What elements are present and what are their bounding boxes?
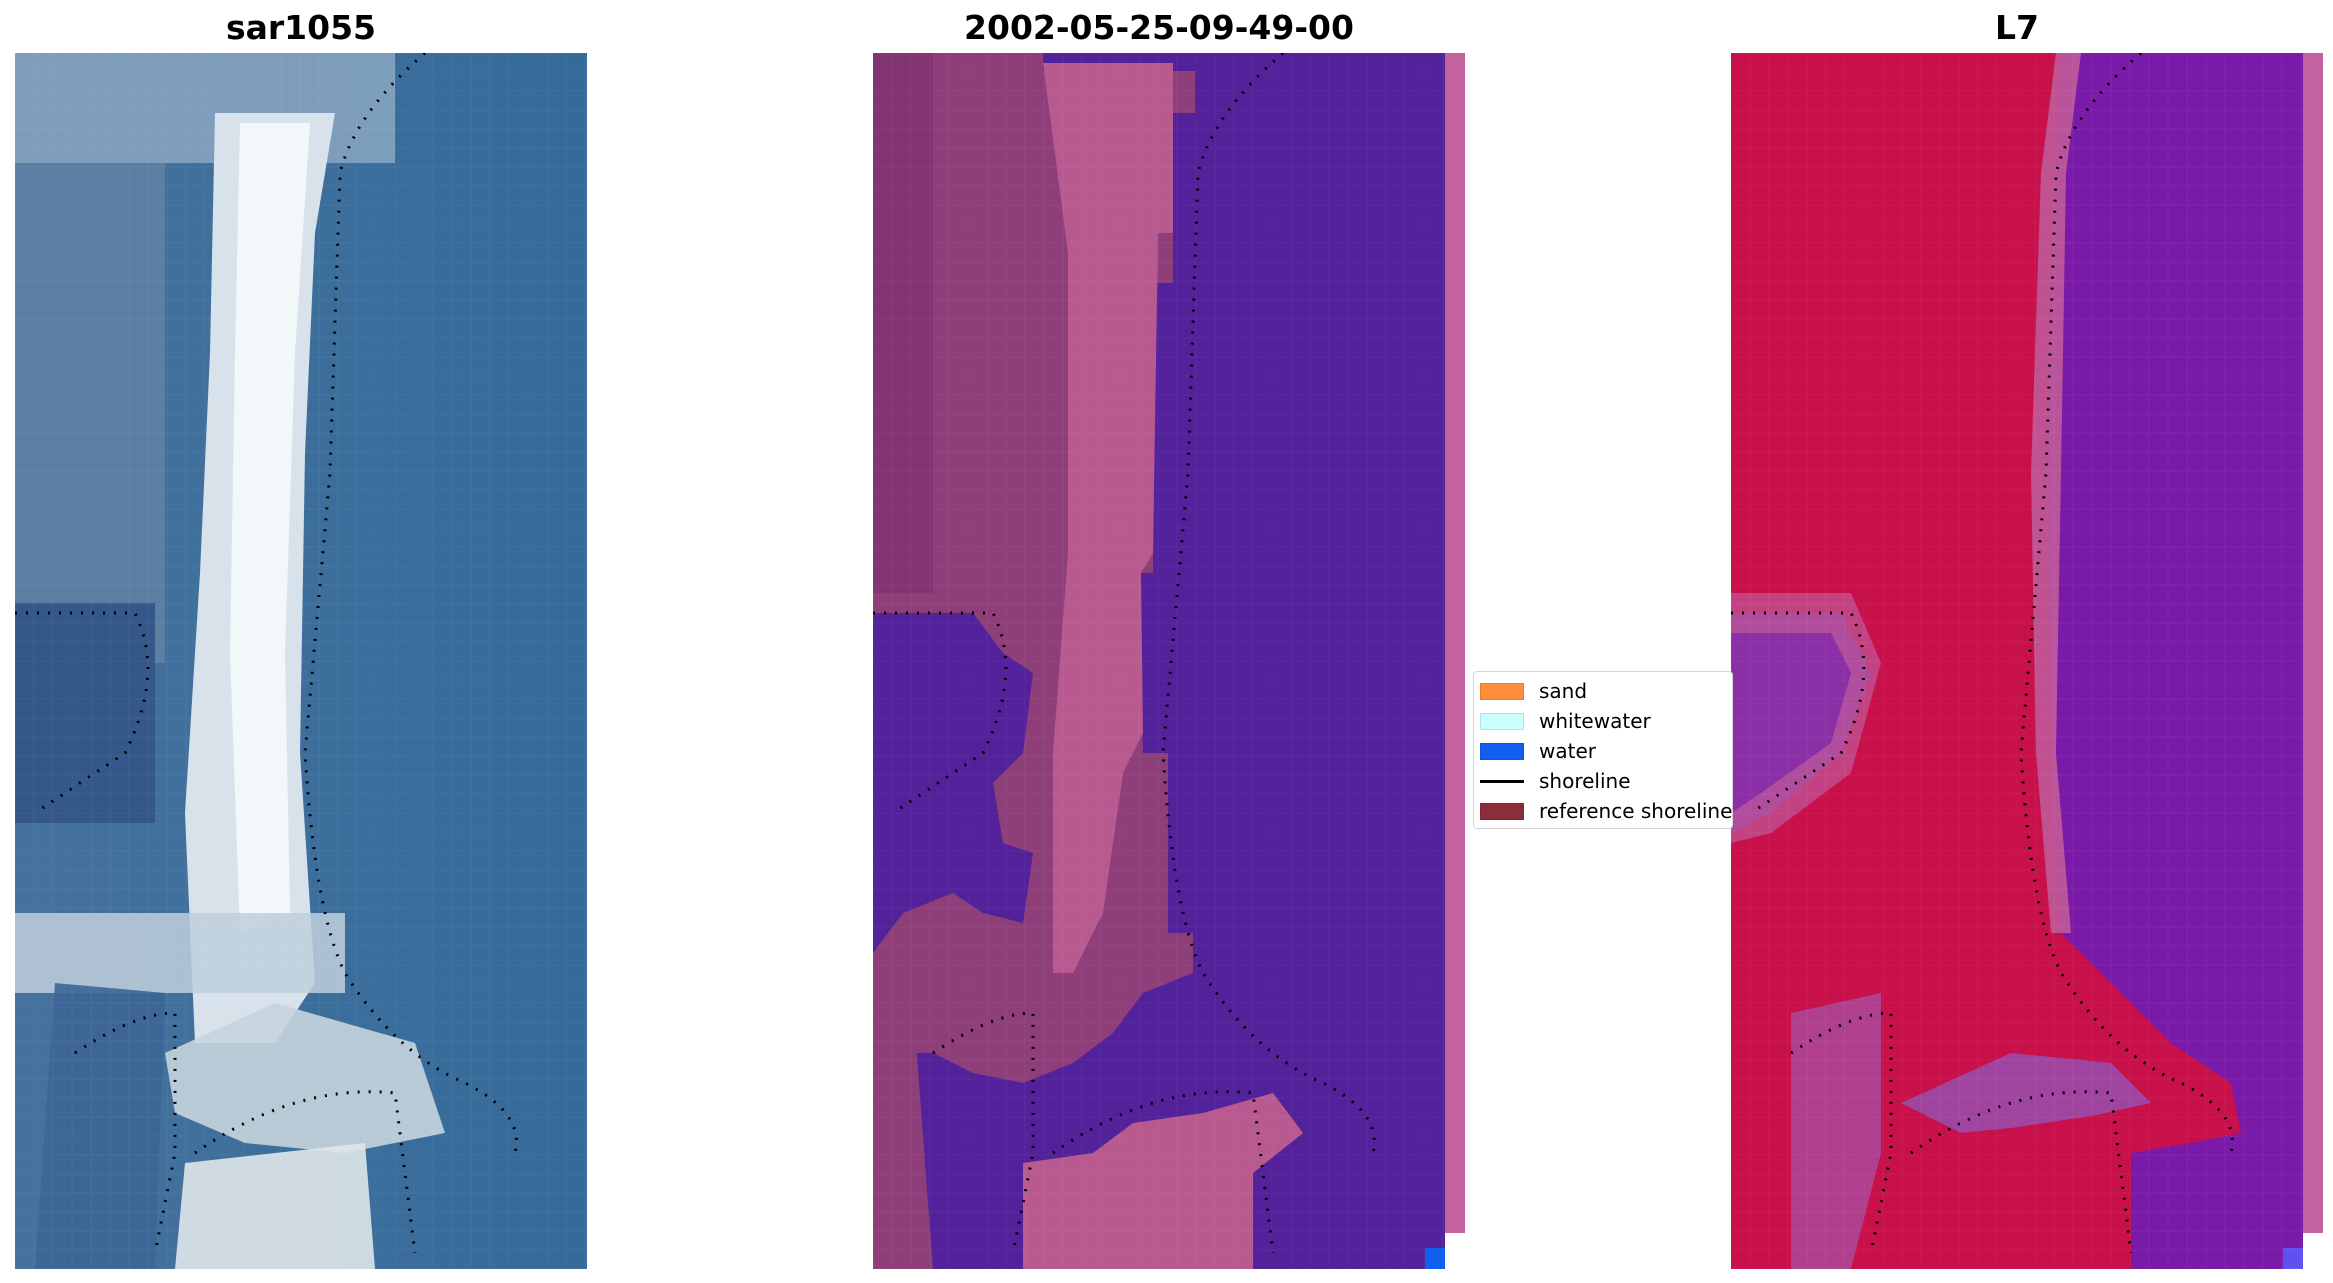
whitewater-swatch (1480, 712, 1524, 730)
legend-item-sand: sand (1480, 678, 1587, 704)
legend-label-water: water (1539, 739, 1596, 763)
reference-shoreline-swatch (1480, 802, 1524, 820)
rgb-satellite-image (15, 53, 587, 1269)
legend-label-whitewater: whitewater (1539, 709, 1651, 733)
sand-swatch (1480, 682, 1524, 700)
legend-item-whitewater: whitewater (1480, 708, 1651, 734)
legend-label-reference-shoreline: reference shoreline (1539, 799, 1733, 823)
water-swatch (1480, 742, 1524, 760)
legend-item-reference-shoreline: reference shoreline (1480, 798, 1732, 824)
panel-title-rgb: sar1055 (225, 8, 377, 47)
l7-false-color-image (1731, 53, 2323, 1269)
classified-image (873, 53, 1465, 1269)
legend-item-water: water (1480, 738, 1596, 764)
legend-label-shoreline: shoreline (1539, 769, 1631, 793)
legend-item-shoreline: shoreline (1480, 768, 1631, 794)
panel-title-l7: L7 (1995, 8, 2039, 47)
legend-label-sand: sand (1539, 679, 1588, 703)
shoreline-line-icon (1480, 779, 1524, 783)
panel-title-classified: 2002-05-25-09-49-00 (964, 8, 1354, 47)
legend: sand whitewater water shoreline referenc… (1473, 671, 1733, 829)
